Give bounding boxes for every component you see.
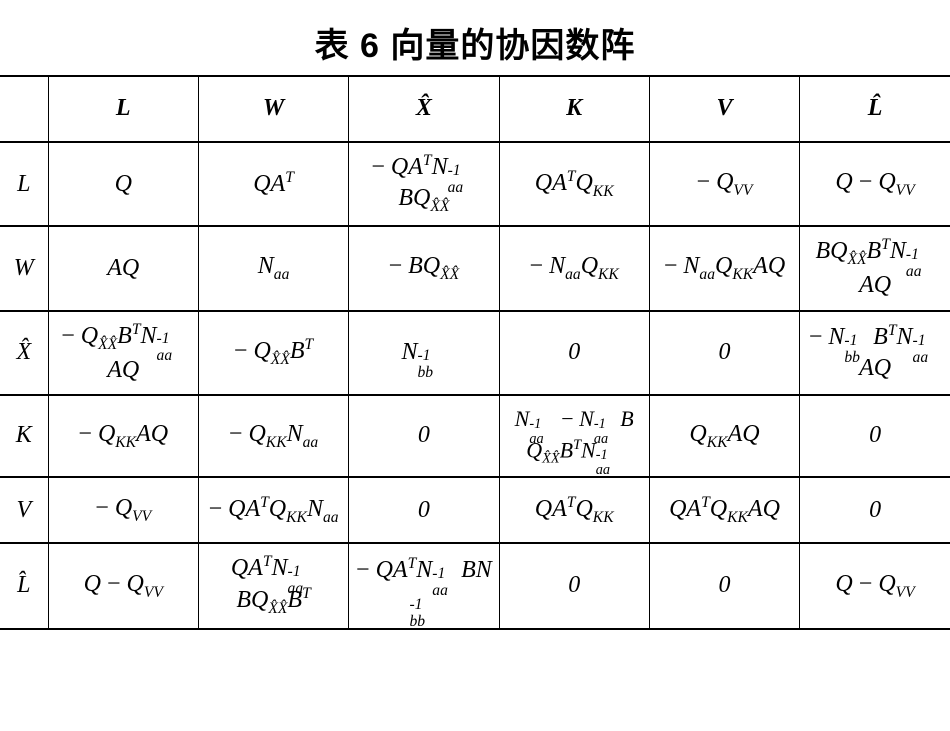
row-K: K − QKKAQ − QKKNaa 0 N-1aa − N-1aaB QX̂X… [0,395,950,478]
cell-V-L: − QVV [48,477,198,543]
cell-V-Xhat: 0 [349,477,499,543]
cell-V-V: QATQKKAQ [649,477,799,543]
cell-Xhat-Xhat: N-1bb [349,311,499,395]
cell-Xhat-K: 0 [499,311,649,395]
cell-V-K: QATQKK [499,477,649,543]
cell-Xhat-Lhat: − N-1bbBTN-1aaAQ [800,311,950,395]
cell-L-Xhat: − QATN-1aaBQX̂X̂ [349,142,499,226]
cell-Xhat-V: 0 [649,311,799,395]
cell-L-W: QAT [198,142,348,226]
row-header-V: V [0,477,48,543]
cell-Lhat-V: 0 [649,543,799,628]
cell-Xhat-L: − QX̂X̂BTN-1aaAQ [48,311,198,395]
row-header-Xhat: X̂ [0,311,48,395]
cell-K-V: QKKAQ [649,395,799,478]
cell-Lhat-Lhat: Q − QVV [800,543,950,628]
cell-W-V: − NaaQKKAQ [649,226,799,310]
cofactor-matrix-table: L W X̂ K V L̂ L Q QAT − QATN-1aaBQX̂X̂ Q… [0,75,950,630]
row-Xhat: X̂ − QX̂X̂BTN-1aaAQ − QX̂X̂BT N-1bb 0 0 … [0,311,950,395]
cell-W-Lhat: BQX̂X̂BTN-1aaAQ [800,226,950,310]
row-header-W: W [0,226,48,310]
cell-K-Lhat: 0 [800,395,950,478]
cell-Xhat-W: − QX̂X̂BT [198,311,348,395]
col-header-K: K [499,76,649,142]
cell-K-W: − QKKNaa [198,395,348,478]
cell-L-L: Q [48,142,198,226]
col-header-L: L [48,76,198,142]
page: 表 6 向量的协因数阵 L W X̂ K V L̂ L Q QAT − QATN… [0,18,950,630]
cell-V-W: − QATQKKNaa [198,477,348,543]
cell-W-W: Naa [198,226,348,310]
row-W: W AQ Naa − BQX̂X̂ − NaaQKK − NaaQKKAQ BQ… [0,226,950,310]
header-blank [0,76,48,142]
row-header-Lhat: L̂ [0,543,48,628]
row-Lhat: L̂ Q − QVV QATN-1aaBQX̂X̂BT − QATN-1aaBN… [0,543,950,628]
cell-Lhat-W: QATN-1aaBQX̂X̂BT [198,543,348,628]
cell-L-V: − QVV [649,142,799,226]
col-header-V: V [649,76,799,142]
row-header-K: K [0,395,48,478]
cell-K-L: − QKKAQ [48,395,198,478]
cell-V-Lhat: 0 [800,477,950,543]
row-L: L Q QAT − QATN-1aaBQX̂X̂ QATQKK − QVV Q … [0,142,950,226]
col-header-Xhat: X̂ [349,76,499,142]
cell-W-K: − NaaQKK [499,226,649,310]
cell-L-K: QATQKK [499,142,649,226]
header-row: L W X̂ K V L̂ [0,76,950,142]
cell-K-Xhat: 0 [349,395,499,478]
cell-W-L: AQ [48,226,198,310]
cell-K-K: N-1aa − N-1aaB QX̂X̂BTN-1aa [499,395,649,478]
cell-L-Lhat: Q − QVV [800,142,950,226]
table-title: 表 6 向量的协因数阵 [0,18,950,67]
cell-Lhat-L: Q − QVV [48,543,198,628]
row-header-L: L [0,142,48,226]
col-header-Lhat: L̂ [800,76,950,142]
col-header-W: W [198,76,348,142]
row-V: V − QVV − QATQKKNaa 0 QATQKK QATQKKAQ 0 [0,477,950,543]
cell-Lhat-Xhat: − QATN-1aaBN-1bb [349,543,499,628]
cell-Lhat-K: 0 [499,543,649,628]
cell-W-Xhat: − BQX̂X̂ [349,226,499,310]
